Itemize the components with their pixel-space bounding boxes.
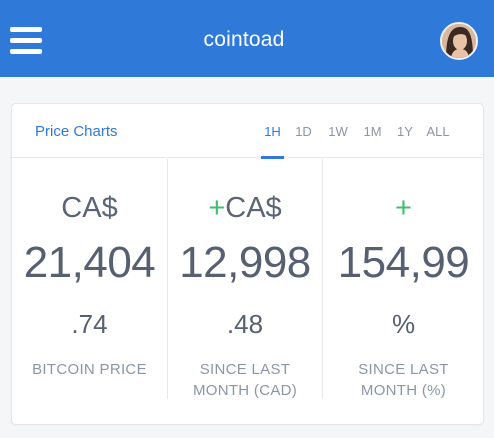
stat-fraction: .74: [71, 309, 108, 339]
sign: +: [395, 192, 412, 224]
label-line: BITCOIN PRICE: [32, 361, 147, 378]
stat-value: 21,404: [23, 238, 156, 287]
label-line: SINCE LAST: [358, 361, 449, 378]
bitcoin-price-stat: CA$ 21,404 .74 BITCOIN PRICE: [12, 159, 167, 399]
top-app-bar: cointoad: [0, 0, 494, 77]
currency-unit: +: [323, 192, 484, 225]
menu-line: [10, 38, 42, 43]
change-percent-stat: + 154,99 % SINCE LAST MONTH (%): [322, 159, 484, 399]
user-avatar[interactable]: [440, 22, 478, 60]
menu-line: [10, 49, 42, 54]
stat-label: SINCE LAST MONTH (CAD): [168, 359, 322, 401]
card-header: Price Charts 1H 1D 1W 1M 1Y ALL: [12, 104, 483, 159]
menu-line: [10, 27, 42, 32]
app-title: cointoad: [203, 28, 285, 51]
stat-fraction: .48: [226, 309, 264, 339]
range-tab-1m[interactable]: 1M: [363, 124, 382, 139]
avatar-photo: [442, 24, 476, 58]
label-line: MONTH (CAD): [192, 382, 298, 399]
time-range-tabs: 1H 1D 1W 1M 1Y ALL: [259, 104, 456, 159]
stat-value: 12,998: [179, 238, 311, 287]
label-line: MONTH (%): [360, 382, 447, 399]
range-tab-1w[interactable]: 1W: [328, 124, 348, 139]
stat-label: SINCE LAST MONTH (%): [323, 359, 484, 401]
stat-label: BITCOIN PRICE: [12, 359, 167, 380]
unit-text: CA$: [61, 192, 118, 224]
change-cad-stat: +CA$ 12,998 .48 SINCE LAST MONTH (CAD): [167, 159, 322, 399]
hamburger-menu-icon[interactable]: [10, 27, 42, 54]
range-tab-1d[interactable]: 1D: [295, 124, 312, 139]
currency-unit: +CA$: [168, 192, 322, 225]
range-tab-all[interactable]: ALL: [426, 124, 450, 139]
range-tab-1h[interactable]: 1H: [259, 104, 286, 159]
currency-unit: CA$: [12, 192, 167, 225]
stat-value: 154,99: [337, 238, 470, 287]
stat-fraction: %: [391, 309, 416, 339]
label-line: SINCE LAST: [199, 361, 291, 378]
price-charts-card: Price Charts 1H 1D 1W 1M 1Y ALL CA$ 21,4…: [11, 103, 484, 425]
card-title: Price Charts: [35, 123, 118, 140]
sign: +: [208, 192, 226, 224]
range-tab-1y[interactable]: 1Y: [397, 124, 413, 139]
unit-text: CA$: [225, 192, 282, 224]
